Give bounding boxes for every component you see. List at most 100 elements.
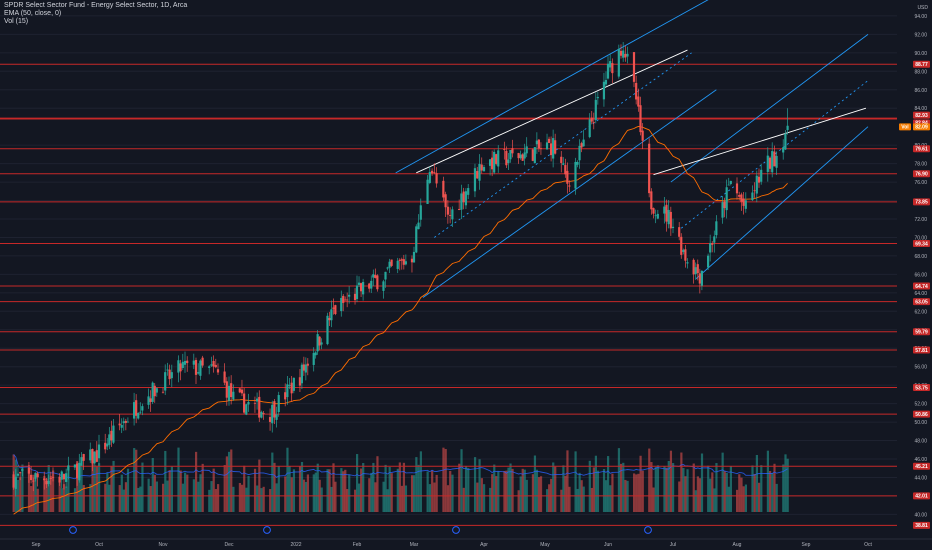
- candle: [700, 270, 704, 286]
- volume-bar: [153, 474, 156, 512]
- volume-bar: [286, 447, 289, 512]
- price-tick-label: 48.00: [914, 439, 927, 445]
- candle: [539, 148, 543, 150]
- candle: [118, 423, 121, 426]
- candle: [639, 105, 642, 133]
- candle: [271, 404, 274, 424]
- volume-bar: [576, 488, 579, 512]
- volume-bar: [742, 486, 745, 512]
- candle: [669, 211, 672, 229]
- candle: [549, 143, 553, 156]
- candle: [489, 159, 492, 166]
- volume-bar: [419, 451, 422, 512]
- candle: [326, 315, 329, 345]
- volume-bar: [260, 488, 263, 512]
- candle: [521, 154, 524, 161]
- level-price-tag: [913, 462, 930, 470]
- volume-bar: [672, 463, 675, 512]
- volume-bar: [711, 472, 714, 512]
- candle: [410, 258, 414, 263]
- volume-bar: [568, 486, 571, 512]
- candle: [594, 99, 597, 120]
- volume-bar: [620, 463, 623, 512]
- volume-bar: [721, 452, 724, 512]
- candle: [214, 364, 217, 368]
- candle: [650, 191, 653, 210]
- price-tick-label: 90.00: [914, 51, 927, 57]
- level-price-tag: [913, 145, 930, 153]
- volume-bar: [238, 482, 242, 512]
- candle: [476, 171, 479, 179]
- ema-line: [13, 126, 788, 515]
- volume-bar: [713, 488, 716, 512]
- volume-bar: [376, 456, 379, 512]
- ema-price-tag: [913, 123, 930, 131]
- volume-indicator-label[interactable]: Vol (15): [4, 18, 29, 25]
- volume-bar: [326, 469, 329, 512]
- candle: [104, 442, 107, 450]
- candle: [298, 377, 302, 386]
- volume-bar: [91, 455, 94, 512]
- candle: [292, 377, 295, 391]
- level-price-label: 59.79: [915, 330, 928, 336]
- ema-indicator-label[interactable]: EMA (50, close, 0): [4, 10, 62, 17]
- volume-bar: [444, 449, 447, 512]
- volume-bar: [108, 484, 111, 512]
- volume-bar: [473, 457, 477, 512]
- candle: [93, 451, 96, 464]
- volume-bar: [316, 463, 319, 512]
- candle: [495, 154, 498, 164]
- volume-bar: [751, 465, 754, 512]
- candle: [478, 163, 481, 181]
- volume-bar: [537, 477, 541, 512]
- candle: [473, 168, 477, 192]
- volume-bar: [277, 466, 280, 512]
- volume-bar: [417, 464, 420, 512]
- volume-bar: [195, 451, 198, 512]
- candle: [382, 281, 385, 291]
- volume-bar: [495, 476, 498, 512]
- price-tick-label: 84.00: [914, 106, 927, 112]
- candle: [547, 138, 551, 143]
- candle: [729, 180, 732, 184]
- volume-bar: [332, 463, 335, 512]
- candle: [773, 151, 776, 167]
- volume-bar: [396, 468, 399, 512]
- candle: [609, 61, 612, 68]
- volume-bar: [49, 475, 53, 512]
- candle: [342, 295, 345, 303]
- volume-bar: [354, 489, 357, 512]
- candle: [67, 465, 70, 471]
- candle: [192, 360, 195, 365]
- candle: [667, 209, 670, 225]
- price-tick-label: 56.00: [914, 365, 927, 371]
- candle: [606, 63, 610, 79]
- time-tick-label: Oct: [95, 542, 103, 548]
- volume-bar: [212, 468, 215, 512]
- candle: [384, 271, 387, 280]
- candle: [412, 251, 416, 263]
- candle: [97, 444, 101, 459]
- candle: [578, 145, 581, 161]
- volume-bar: [292, 469, 296, 512]
- candle: [65, 473, 68, 482]
- candle: [706, 255, 710, 268]
- dividend-marker-icon: [263, 526, 271, 534]
- volume-bar: [186, 474, 189, 512]
- volume-bar: [139, 486, 142, 512]
- candle: [227, 385, 231, 401]
- volume-bar: [372, 462, 375, 512]
- candle: [306, 363, 309, 366]
- candle: [398, 259, 401, 261]
- candle: [641, 130, 644, 141]
- candle: [519, 154, 522, 159]
- symbol-title[interactable]: SPDR Select Sector Fund - Energy Select …: [4, 2, 188, 9]
- candle: [368, 283, 371, 289]
- volume-bar: [552, 462, 555, 512]
- candle: [288, 385, 291, 387]
- price-tick-label: 66.00: [914, 272, 927, 278]
- candle: [467, 188, 470, 195]
- volume-bar: [755, 454, 758, 512]
- candle: [751, 192, 754, 201]
